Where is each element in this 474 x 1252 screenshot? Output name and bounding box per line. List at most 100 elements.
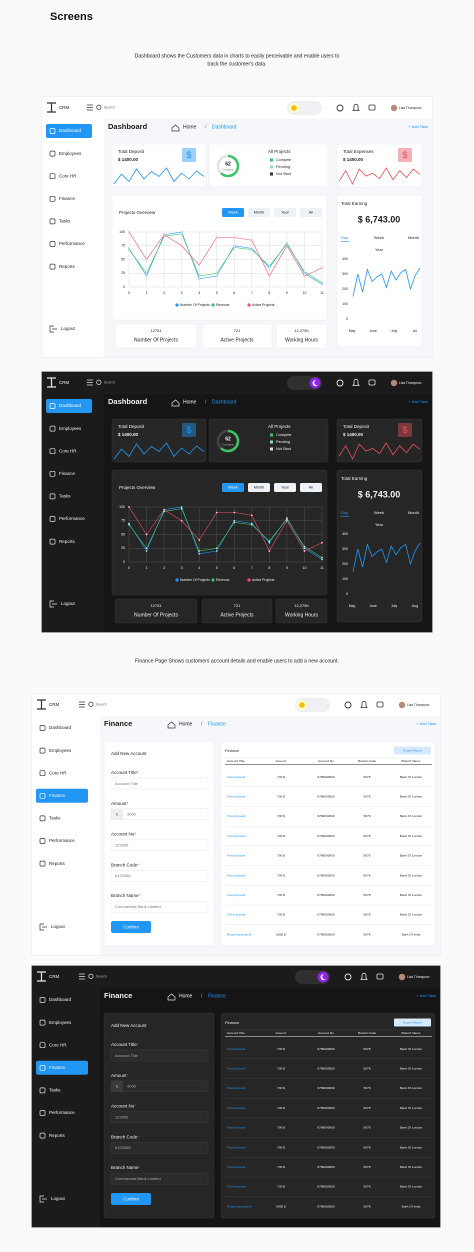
input[interactable] xyxy=(110,1142,209,1154)
add-task[interactable]: + Add Task xyxy=(416,721,436,726)
nav-item[interactable]: Reports xyxy=(59,264,76,269)
nav-item[interactable]: Employees xyxy=(49,1020,72,1025)
table-cell: 700 $ xyxy=(277,775,285,779)
nav-item[interactable]: Dashboard xyxy=(59,128,82,133)
logout[interactable]: Logout xyxy=(61,326,76,331)
field-label-text: Account No xyxy=(111,1104,135,1109)
field-label: Branch Code* xyxy=(111,1135,139,1140)
nav-item[interactable]: Reports xyxy=(49,861,66,866)
input[interactable] xyxy=(110,1111,209,1123)
series-point xyxy=(180,519,183,522)
settings-icon[interactable] xyxy=(336,379,344,387)
add-task[interactable]: + Add Task xyxy=(416,993,436,998)
nav-item[interactable]: Finance xyxy=(59,471,76,476)
nav-item[interactable]: Tasks xyxy=(49,816,61,821)
chat-icon[interactable] xyxy=(376,973,384,980)
search-icon[interactable] xyxy=(88,973,94,979)
table-cell: Bank Of London xyxy=(400,854,423,858)
tab[interactable] xyxy=(274,208,296,217)
input[interactable] xyxy=(110,777,209,790)
input[interactable] xyxy=(110,1172,209,1185)
table-cell: Bank Of London xyxy=(400,1067,423,1071)
earning-title: Total Earning xyxy=(341,476,368,481)
stat-label: Working Hours xyxy=(285,337,318,343)
chat-icon[interactable] xyxy=(368,379,376,386)
nav-item[interactable]: Performance xyxy=(49,838,75,843)
tab[interactable] xyxy=(300,208,322,217)
tab[interactable] xyxy=(222,483,244,492)
bell-icon[interactable] xyxy=(360,700,368,708)
input[interactable] xyxy=(110,1049,209,1062)
tab[interactable] xyxy=(248,483,270,492)
nav-item[interactable]: Employees xyxy=(59,426,82,431)
nav-item[interactable]: Dashboard xyxy=(59,403,82,408)
tab[interactable] xyxy=(300,483,322,492)
tab[interactable] xyxy=(248,208,270,217)
x-tick-label: 4 xyxy=(198,291,200,295)
nav-item[interactable]: Performance xyxy=(59,241,85,246)
confirm-button[interactable] xyxy=(111,1193,151,1205)
input[interactable] xyxy=(110,900,209,913)
tab[interactable] xyxy=(274,483,296,492)
avatar[interactable] xyxy=(390,379,398,387)
add-task[interactable]: + Add Task xyxy=(408,124,428,129)
chat-icon[interactable] xyxy=(368,104,376,111)
y-tick-label: 75 xyxy=(121,519,125,523)
logout[interactable]: Logout xyxy=(51,1196,66,1201)
nav-item[interactable]: Core HR xyxy=(49,770,67,775)
donut-value: 62 xyxy=(225,436,231,442)
add-task[interactable]: + Add Task xyxy=(408,399,428,404)
export-button[interactable] xyxy=(394,1018,431,1027)
tab[interactable] xyxy=(222,208,244,217)
table-cell: 700 $ xyxy=(277,1185,285,1189)
nav-item[interactable]: Core HR xyxy=(49,1042,67,1047)
logout[interactable]: Logout xyxy=(61,601,76,606)
avatar[interactable] xyxy=(390,104,398,112)
nav-item[interactable]: Finance xyxy=(49,1065,66,1070)
settings-icon[interactable] xyxy=(344,701,352,709)
nav-item[interactable]: Dashboard xyxy=(49,997,72,1002)
nav-item[interactable]: Reports xyxy=(49,1133,66,1138)
search-icon[interactable] xyxy=(96,104,102,110)
nav-item[interactable]: Tasks xyxy=(59,494,71,499)
nav-active[interactable] xyxy=(36,1060,88,1075)
bell-icon[interactable] xyxy=(360,972,368,980)
projects-title: All Projects xyxy=(268,424,291,429)
input[interactable] xyxy=(110,808,209,821)
nav-item[interactable]: Core HR xyxy=(59,448,77,453)
legend-dot xyxy=(211,303,215,307)
bell-icon[interactable] xyxy=(352,378,360,386)
search-icon[interactable] xyxy=(96,379,102,385)
nav-item[interactable]: Performance xyxy=(59,516,85,521)
search-icon[interactable] xyxy=(88,701,94,707)
bell-icon[interactable] xyxy=(352,103,360,111)
nav-item[interactable]: Finance xyxy=(49,793,66,798)
nav-item[interactable]: Reports xyxy=(59,539,76,544)
series-point xyxy=(145,258,148,261)
input[interactable] xyxy=(110,870,209,882)
export-button[interactable] xyxy=(394,746,431,755)
nav-item[interactable]: Tasks xyxy=(49,1088,61,1093)
nav-active[interactable] xyxy=(46,399,92,413)
nav-item[interactable]: Employees xyxy=(49,748,72,753)
nav-item[interactable]: Tasks xyxy=(59,219,71,224)
legend-label: Compete xyxy=(276,433,291,437)
nav-item[interactable]: Finance xyxy=(59,196,76,201)
table-cell: Bank Of India xyxy=(402,1204,421,1208)
nav-active[interactable] xyxy=(46,124,92,138)
settings-icon[interactable] xyxy=(336,104,344,112)
nav-item[interactable]: Performance xyxy=(49,1110,75,1115)
input[interactable] xyxy=(110,1080,209,1093)
nav-item[interactable]: Employees xyxy=(59,151,82,156)
input[interactable] xyxy=(110,839,209,851)
logout[interactable]: Logout xyxy=(51,924,66,929)
earning-period: Year xyxy=(375,522,384,527)
nav-active[interactable] xyxy=(36,788,88,803)
avatar[interactable] xyxy=(398,701,406,709)
confirm-button[interactable] xyxy=(111,921,151,933)
settings-icon[interactable] xyxy=(344,973,352,981)
nav-item[interactable]: Dashboard xyxy=(49,725,72,730)
nav-item[interactable]: Core HR xyxy=(59,173,77,178)
chat-icon[interactable] xyxy=(376,701,384,708)
avatar[interactable] xyxy=(398,973,406,981)
